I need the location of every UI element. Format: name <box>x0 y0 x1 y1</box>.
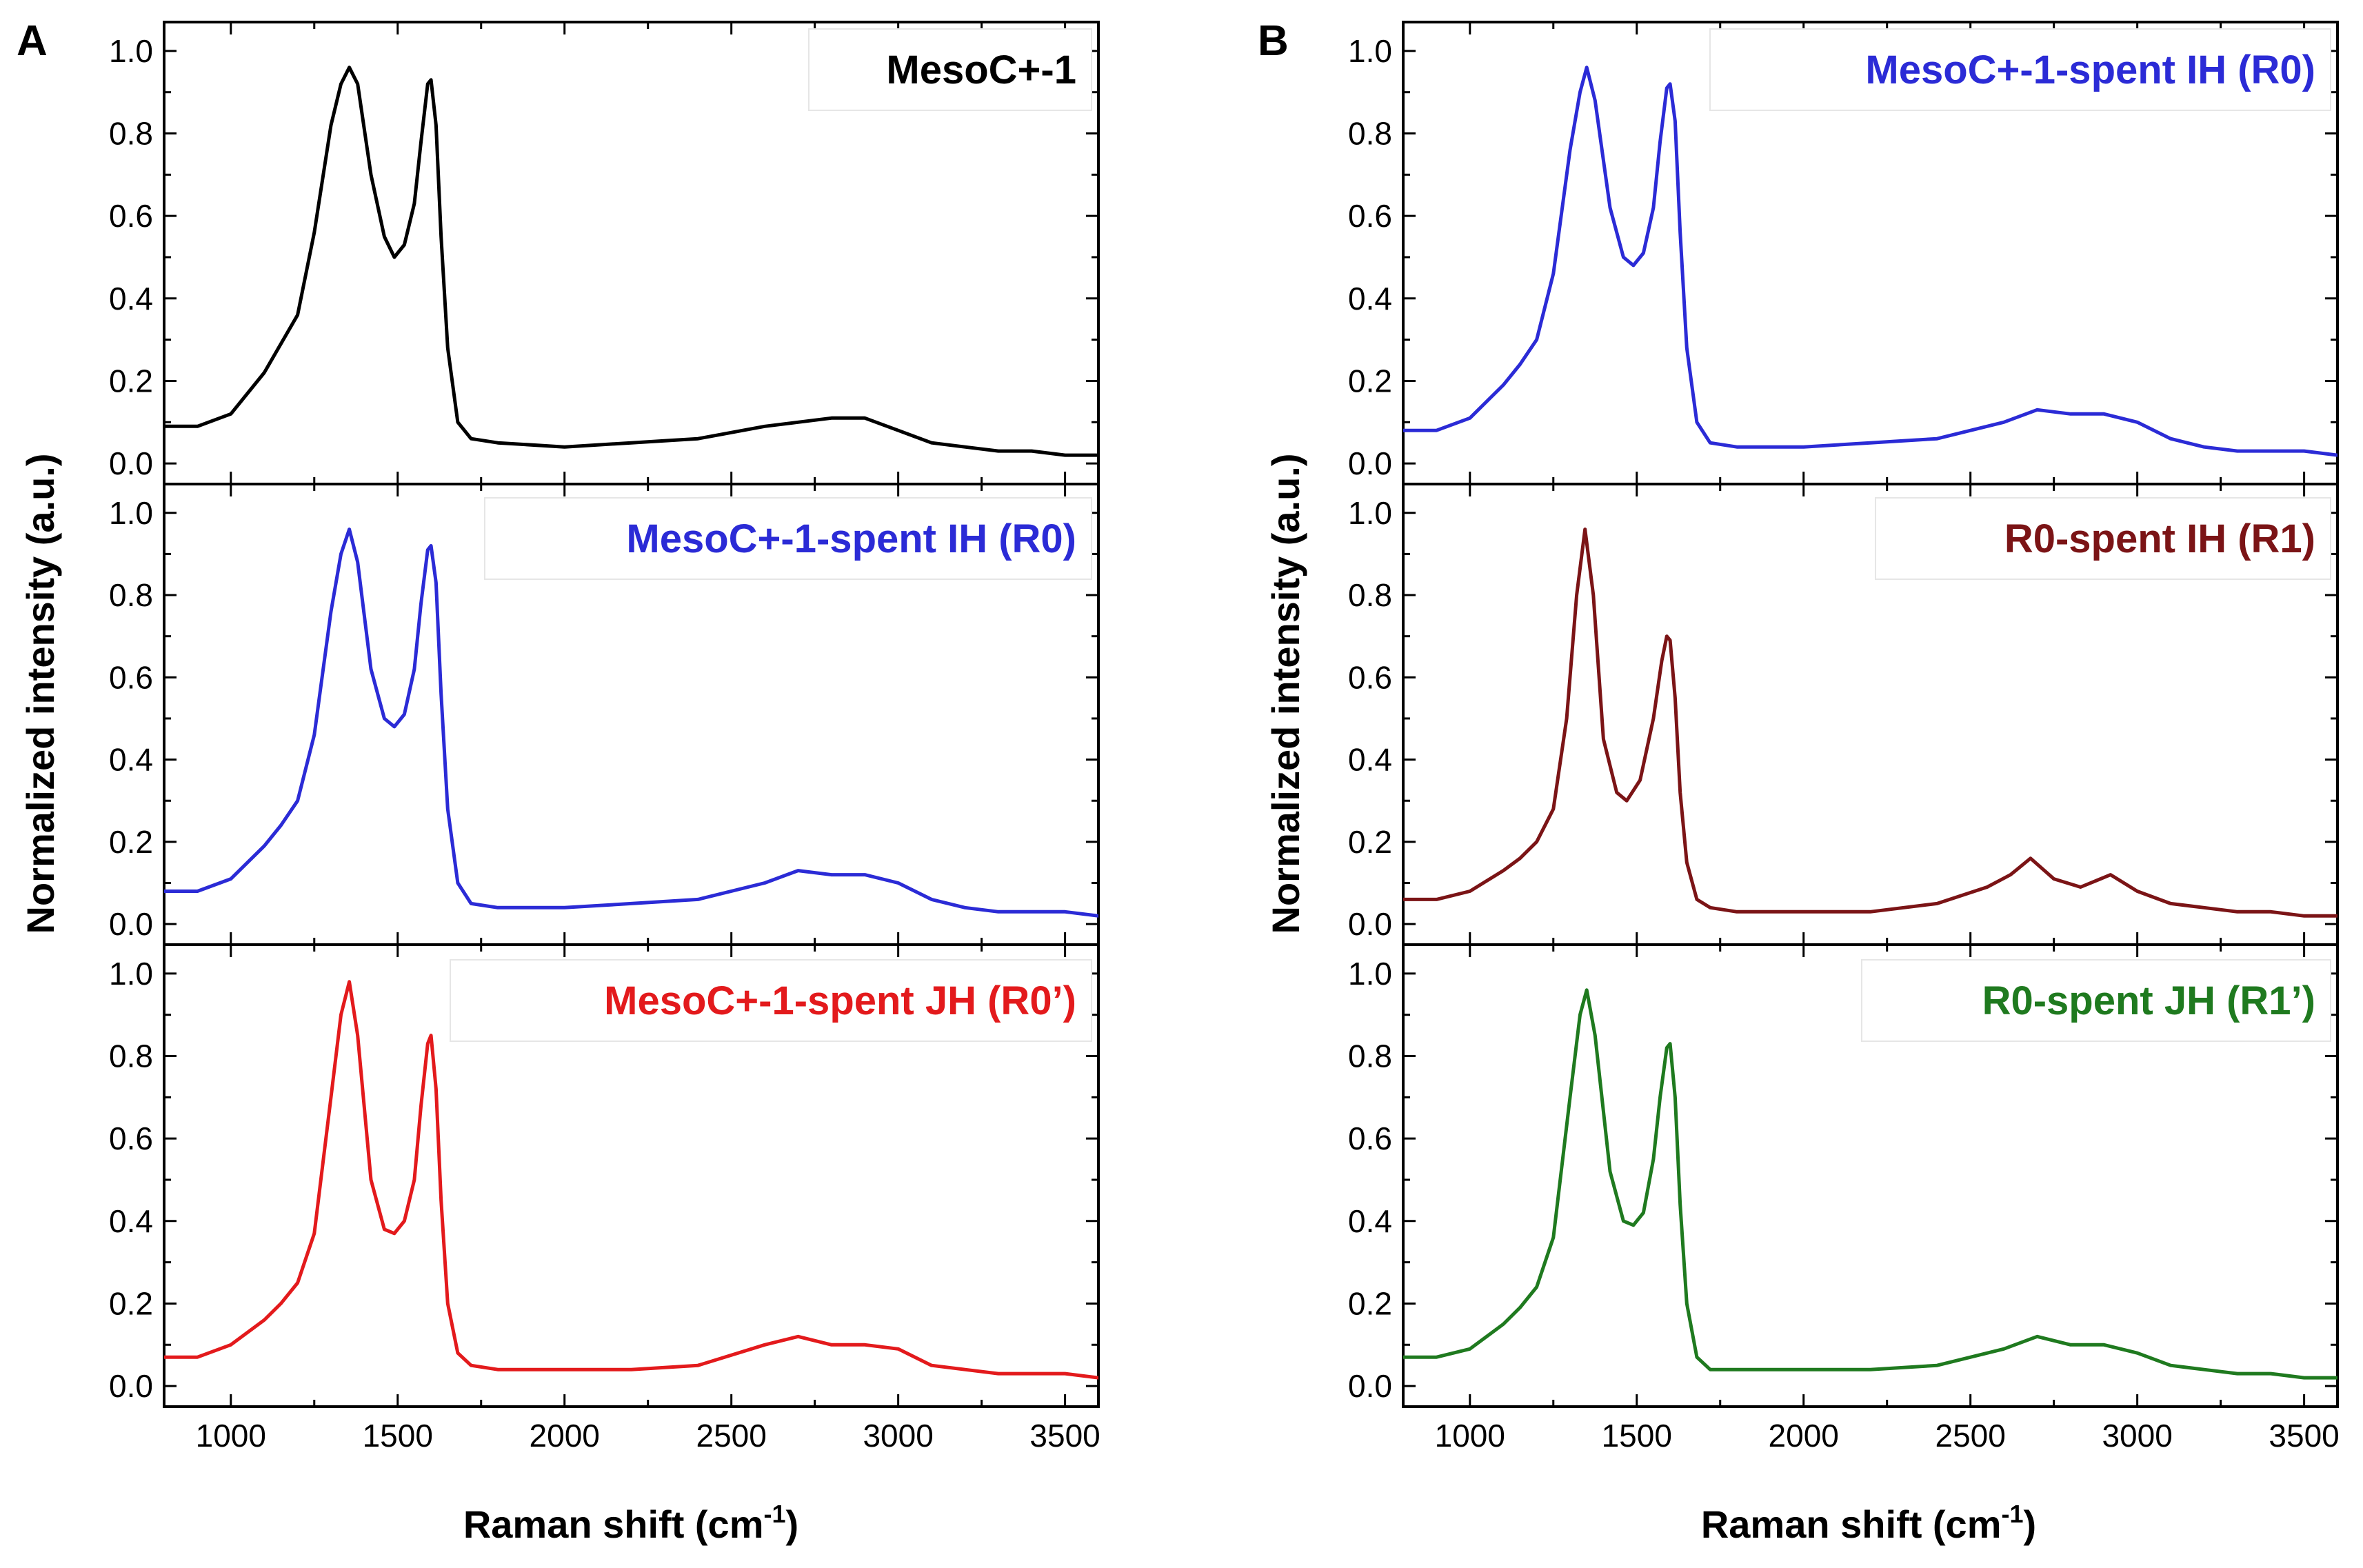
panel-b-plot-3-ytick-label: 1.0 <box>1348 956 1392 992</box>
panel-b-plot-1: 0.0 0.2 0.4 0.6 0.8 1.0 MesoC+-1-spent IH (R0) <box>1348 21 2339 485</box>
panel-b-plot-3-ytick-label: 0.8 <box>1348 1038 1392 1074</box>
panel-b-plot-3-ytick-label: 0.6 <box>1348 1120 1392 1156</box>
panel-b-ylabel: Normalized intensity (a.u.) <box>1264 454 1307 934</box>
panel-b-plot-1-legend-box <box>1709 28 2331 111</box>
panel-a-plot-1-legend-box <box>808 28 1092 111</box>
panel-b-plot-1-series-line <box>1403 66 2337 457</box>
panel-a-plot-3-legend-label: MesoC+-1-spent JH (R0’) <box>604 978 1076 1023</box>
panel-b-plot-2-ytick-label: 1.0 <box>1348 495 1392 531</box>
panel-a-plot-1-ytick-label: 0.8 <box>109 116 153 152</box>
panel-b-plot-1-ytick-label: 0.8 <box>1348 116 1392 152</box>
panel-a-plot-3-ytick-label: 0.0 <box>109 1368 153 1404</box>
panel-b-plot-3: 0.0 0.2 0.4 0.6 0.8 1.0 1000 1500 2000 2500 3000 35… <box>1348 943 2340 1454</box>
panel-b-letter: B <box>1258 17 1289 65</box>
panel-a-xlabel-sup: -1 <box>763 1500 785 1528</box>
panel-a-ylabel: Normalized intensity (a.u.) <box>19 454 62 934</box>
panel-a-plot-2-ytick-label: 0.4 <box>109 742 153 778</box>
panel-a-plot-3-xtick-label: 3500 <box>1029 1418 1100 1454</box>
panel-b-xlabel: Raman shift (cm-1) <box>1701 1500 2036 1546</box>
panel-b-plot-3-xtick-label: 3000 <box>2102 1418 2172 1454</box>
panel-b-plot-1-ytick-label: 1.0 <box>1348 33 1392 69</box>
panel-b-plot-3-legend-label: R0-spent JH (R1’) <box>1982 978 2315 1023</box>
panel-b-xlabel-end: ) <box>2024 1502 2037 1546</box>
panel-a-plot-2-ytick-label: 0.0 <box>109 906 153 942</box>
panel-a-plot-3: 0.0 0.2 0.4 0.6 0.8 1.0 1000 1500 2000 2500 3000 35… <box>109 943 1100 1454</box>
panel-a-plot-1-series-line <box>164 66 1098 457</box>
panel-b-xlabel-sup: -1 <box>2001 1500 2023 1528</box>
panel-a-plot-3-ytick-label: 0.6 <box>109 1120 153 1156</box>
panel-b-plot-2-ytick-label: 0.0 <box>1348 906 1392 942</box>
panel-b-plot-2-ytick-label: 0.2 <box>1348 824 1392 860</box>
panel-a-plot-2-ytick-label: 0.2 <box>109 824 153 860</box>
panel-b-plot-3-ytick-label: 0.0 <box>1348 1368 1392 1404</box>
panel-b-plot-2-legend-label: R0-spent IH (R1) <box>2004 516 2315 561</box>
panel-a-plot-3-xtick-label: 3000 <box>863 1418 933 1454</box>
panel-b-plot-2-ytick-label: 0.6 <box>1348 659 1392 695</box>
panel-b-plot-3-legend-box <box>1861 959 2331 1042</box>
panel-a-plot-2-ytick-label: 0.8 <box>109 577 153 613</box>
panel-b-plot-3-xtick-label: 2500 <box>1935 1418 2006 1454</box>
panel-a-xlabel: Raman shift (cm-1) <box>463 1500 798 1546</box>
panel-a-plot-3-ytick-label: 0.4 <box>109 1203 153 1239</box>
panel-b-plot-2: 0.0 0.2 0.4 0.6 0.8 1.0 R0-spent IH (R1) <box>1348 483 2339 946</box>
panel-b-plot-2-legend-box <box>1875 497 2331 580</box>
panel-a-plot-2-ytick-label: 0.6 <box>109 659 153 695</box>
panel-a-plot-2-legend-box <box>484 497 1092 580</box>
panel-a-xlabel-end: ) <box>786 1502 799 1546</box>
panel-a-plot-3-xtick-label: 1000 <box>196 1418 266 1454</box>
panel-b-plot-1-legend-label: MesoC+-1-spent IH (R0) <box>1865 48 2315 92</box>
panel-a-plot-3-xtick-label: 2000 <box>530 1418 600 1454</box>
panel-b-plot-1-ytick-label: 0.2 <box>1348 363 1392 399</box>
panel-b-plot-2-ytick-label: 0.8 <box>1348 577 1392 613</box>
panel-b-plot-2-series-line <box>1403 527 2337 918</box>
panel-a-plot-2-legend-label: MesoC+-1-spent IH (R0) <box>626 516 1076 561</box>
panel-a-plot-1-legend-label: MesoC+-1 <box>886 48 1076 92</box>
panel-a-plot-1-ytick-label: 0.6 <box>109 198 153 234</box>
panel-a-plot-3-frame <box>163 943 1100 1408</box>
panel-b-plot-1-ytick-label: 0.6 <box>1348 198 1392 234</box>
panel-b-plot-3-frame <box>1402 943 2339 1408</box>
panel-a-plot-3-xtick-label: 2500 <box>696 1418 767 1454</box>
panel-b-plot-3-series-line <box>1403 988 2337 1380</box>
panel-a-plot-3-xtick-label: 1500 <box>363 1418 433 1454</box>
panel-b-plot-3-xtick-label: 1500 <box>1602 1418 1672 1454</box>
panel-a-xlabel-main: Raman shift (cm <box>463 1502 764 1546</box>
panel-a-plot-3-series-line <box>164 980 1098 1380</box>
panel-a-plot-1-ytick-label: 1.0 <box>109 33 153 69</box>
panel-a-plot-2-ytick-label: 1.0 <box>109 495 153 531</box>
panel-b-plot-3-ytick-label: 0.4 <box>1348 1203 1392 1239</box>
panel-a-plot-1-ytick-label: 0.2 <box>109 363 153 399</box>
panel-a-plot-3-legend-box <box>450 959 1092 1042</box>
panel-b-xlabel-main: Raman shift (cm <box>1701 1502 2002 1546</box>
panel-a-plot-3-ytick-label: 0.2 <box>109 1285 153 1321</box>
panel-b-plot-2-ytick-label: 0.4 <box>1348 742 1392 778</box>
panel-a-plot-2: 0.0 0.2 0.4 0.6 0.8 1.0 MesoC+-1-spent IH (R0) <box>109 483 1100 946</box>
subplots-group: 0.00.20.40.60.81.0 MesoC+-10.00.20.40.60.… <box>109 21 2340 1454</box>
panel-a-plot-1-ytick-label: 0.4 <box>109 281 153 316</box>
panel-a-plot-3-ytick-label: 0.8 <box>109 1038 153 1074</box>
panel-a-plot-1-ytick-label: 0.0 <box>109 445 153 481</box>
panel-a-letter: A <box>17 17 48 65</box>
panel-b-plot-3-ytick-label: 0.2 <box>1348 1285 1392 1321</box>
panel-a-plot-3-ytick-label: 1.0 <box>109 956 153 992</box>
panel-a-plot-1: 0.0 0.2 0.4 0.6 0.8 1.0 MesoC+-1 <box>109 21 1100 485</box>
panel-b-plot-3-xtick-label: 3500 <box>2269 1418 2339 1454</box>
panel-a-plot-2-series-line <box>164 527 1098 918</box>
panel-b-plot-3-xtick-label: 1000 <box>1435 1418 1505 1454</box>
panel-b-plot-1-ytick-label: 0.4 <box>1348 281 1392 316</box>
panel-b-plot-3-xtick-label: 2000 <box>1769 1418 1839 1454</box>
panel-b-plot-1-ytick-label: 0.0 <box>1348 445 1392 481</box>
